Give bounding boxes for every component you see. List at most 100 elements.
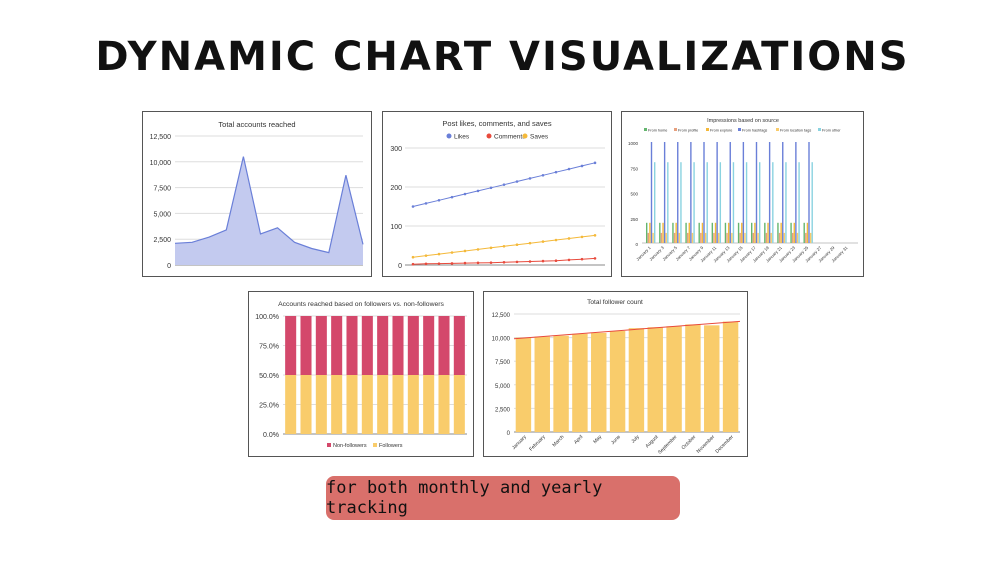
bar — [783, 232, 786, 243]
y-tick-label: 500 — [630, 192, 638, 197]
bar — [782, 142, 784, 243]
bar-segment — [377, 316, 389, 375]
y-tick-label: 7,500 — [495, 360, 511, 366]
data-point — [554, 259, 558, 263]
bar — [678, 232, 681, 243]
x-tick-label: November — [696, 434, 717, 455]
bar — [731, 232, 733, 243]
bar — [691, 232, 694, 243]
bar-segment — [392, 316, 404, 375]
data-point — [411, 205, 415, 208]
y-tick-label: 0 — [507, 431, 511, 437]
bar — [703, 142, 705, 243]
bar — [685, 222, 687, 243]
bar-segment — [285, 375, 297, 434]
data-point — [450, 251, 454, 254]
chart-title: Total follower count — [587, 299, 643, 306]
bar-segment — [346, 375, 358, 434]
x-tick-label: August — [644, 434, 660, 450]
x-tick-label: February — [528, 434, 547, 453]
area-line — [174, 156, 364, 254]
bar — [688, 222, 690, 243]
data-point — [541, 240, 545, 243]
chart-title: Accounts reached based on followers vs. … — [278, 301, 444, 308]
page-title: DYNAMIC CHART VISUALIZATIONS — [95, 34, 910, 80]
x-tick-label: December — [714, 434, 735, 455]
bar — [713, 232, 715, 243]
legend-marker — [327, 443, 331, 447]
chart-follower-count: Total follower count 0 2,500 5,000 7,500 10,0… — [492, 299, 741, 456]
y-tick-label: 750 — [630, 166, 638, 171]
data-point — [424, 262, 428, 266]
legend-label: From home — [648, 129, 667, 133]
y-tick-label: 250 — [630, 217, 638, 222]
data-point — [437, 262, 441, 265]
y-tick-label: 75.0% — [259, 344, 279, 351]
data-point — [463, 261, 467, 265]
data-point — [528, 241, 532, 245]
bar — [706, 162, 708, 243]
bar — [673, 232, 676, 243]
bar-segment — [346, 316, 358, 375]
legend-marker — [776, 128, 779, 131]
bar — [727, 222, 730, 243]
bar — [685, 324, 701, 432]
bar-segment — [315, 316, 327, 375]
bar — [716, 142, 718, 243]
data-point — [411, 262, 415, 266]
bar-segment — [392, 375, 404, 434]
bar — [704, 232, 707, 243]
x-tick-label: June — [610, 434, 622, 446]
area-fill — [175, 156, 363, 265]
bar — [739, 232, 741, 243]
bar-segment — [407, 375, 419, 434]
bar — [700, 232, 702, 243]
bar — [672, 222, 674, 243]
data-point — [502, 183, 506, 186]
chart-post-engagement: Post likes, comments, and saves Likes Comm… — [390, 119, 605, 270]
bar — [649, 222, 651, 243]
bar — [798, 162, 800, 243]
y-tick-label: 100 — [390, 224, 402, 231]
bar — [742, 142, 745, 243]
data-point — [463, 249, 467, 253]
x-tick-label: July — [630, 434, 641, 445]
legend-label: From location tags — [780, 129, 811, 133]
data-point — [580, 257, 584, 261]
data-point — [593, 257, 597, 260]
chart-impressions-source: Impressions based on source From home From… — [628, 118, 858, 263]
legend-marker — [738, 128, 741, 131]
bar — [808, 142, 810, 243]
legend-marker — [522, 133, 528, 139]
data-point — [411, 255, 415, 259]
bar — [714, 222, 717, 243]
chart-followers-vs-nonfollowers: Accounts reached based on followers vs. … — [255, 301, 467, 449]
bar-segment — [438, 375, 450, 434]
legend-marker — [486, 133, 492, 139]
bar — [726, 232, 728, 243]
bar — [722, 321, 739, 432]
bar — [609, 330, 626, 432]
bar — [772, 162, 774, 243]
chart-accounts-reached: Total accounts reached 0 2,500 5,000 7,500 10… — [150, 120, 364, 270]
bar — [654, 162, 656, 243]
y-tick-label: 300 — [390, 146, 402, 153]
data-point — [554, 238, 558, 242]
y-tick-label: 0.0% — [263, 432, 279, 439]
legend-label: From profile — [678, 129, 698, 133]
data-point — [567, 167, 571, 171]
y-tick-label: 10,000 — [492, 337, 511, 343]
bar — [693, 162, 695, 243]
bar — [805, 232, 807, 243]
data-point — [502, 260, 506, 264]
legend-marker — [818, 128, 821, 131]
trendline — [513, 320, 741, 340]
bar-segment — [315, 375, 327, 434]
bar — [806, 222, 809, 243]
legend-label: From explore — [710, 129, 732, 133]
legend-label: Saves — [530, 134, 549, 141]
bar-segment — [453, 375, 465, 434]
bar — [755, 142, 758, 243]
bar — [778, 232, 781, 243]
y-tick-label: 10,000 — [150, 160, 172, 167]
